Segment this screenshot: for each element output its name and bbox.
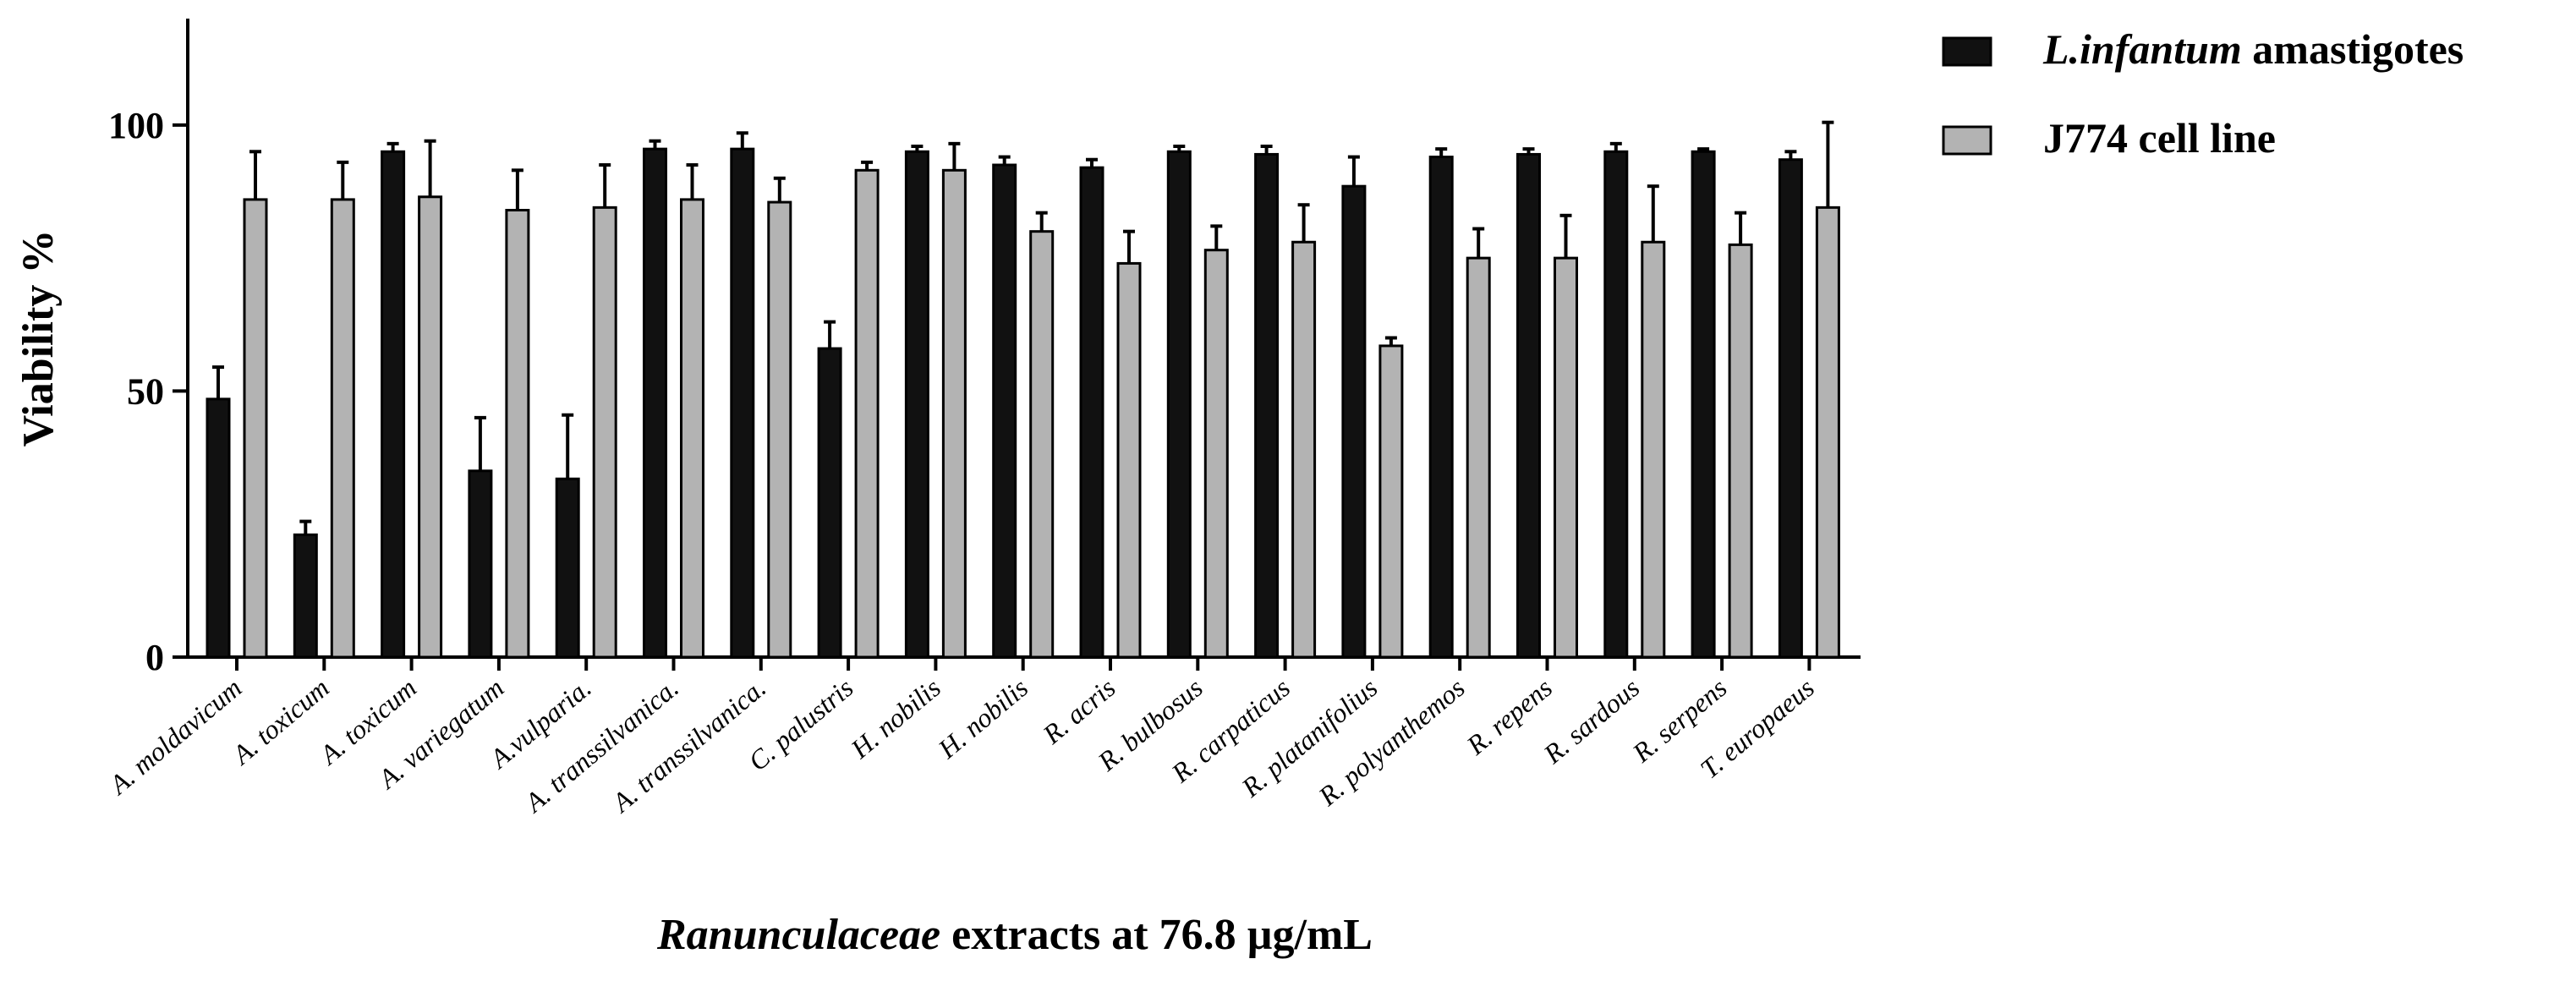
bar-amastigotes	[992, 163, 1017, 659]
bar-j774	[767, 200, 792, 659]
bar-j774	[1728, 243, 1753, 659]
bar-j774	[243, 198, 268, 659]
bar-amastigotes	[1428, 156, 1454, 659]
bar-amastigotes	[1603, 150, 1629, 659]
bar-amastigotes	[1254, 152, 1280, 659]
bar-amastigotes	[1691, 150, 1716, 659]
bar-amastigotes	[643, 147, 667, 659]
bar-amastigotes	[293, 533, 318, 659]
x-tick-label: R. polyanthemos	[1312, 672, 1470, 812]
legend-label-j774: J774 cell line	[2043, 114, 2276, 162]
x-tick-label: A. moldavicum	[102, 672, 248, 801]
bar-j774	[592, 206, 617, 659]
bar-j774	[1641, 240, 1666, 659]
bar-j774	[1378, 344, 1404, 659]
x-axis-label: Ranunculaceae extracts at 76.8 µg/mL	[656, 911, 1373, 959]
legend: L.infantum amastigotes J774 cell line	[1942, 25, 2464, 162]
y-tick-label: 0	[145, 637, 164, 678]
x-tick-label: H. nobilis	[844, 672, 946, 765]
bar-amastigotes	[381, 150, 406, 659]
x-tick-label: A. transsilvanica.	[605, 672, 771, 819]
bar-j774	[505, 209, 530, 659]
legend-swatch-j774	[1942, 125, 1992, 156]
bar-j774	[680, 198, 704, 659]
bar-amastigotes	[1166, 150, 1192, 659]
legend-swatch-amastigotes	[1942, 36, 1992, 67]
bar-j774	[1116, 261, 1142, 659]
bar-j774	[1554, 256, 1578, 659]
bar-j774	[1029, 230, 1055, 659]
bar-j774	[330, 198, 355, 659]
bar-amastigotes	[1079, 166, 1104, 659]
bar-j774	[854, 168, 880, 659]
y-tick-label: 50	[127, 370, 164, 412]
bar-amastigotes	[1516, 152, 1541, 659]
x-tick-label: A. transsilvanica.	[518, 672, 684, 819]
x-tick-label: A. toxicum	[225, 672, 335, 771]
bar-amastigotes	[468, 469, 493, 659]
bar-amastigotes	[904, 150, 929, 659]
bar-j774	[1466, 256, 1491, 659]
bar-amastigotes	[730, 147, 755, 659]
y-axis-label: Viability %	[14, 230, 63, 447]
legend-label-amastigotes: L.infantum amastigotes	[2042, 25, 2464, 73]
x-tick-label: R. sardous	[1537, 672, 1645, 770]
bar-j774	[1291, 240, 1317, 659]
bar-j774	[1815, 206, 1840, 659]
x-tick-label: R. acris	[1036, 672, 1121, 750]
y-tick-label: 100	[108, 105, 164, 146]
bar-amastigotes	[1778, 158, 1803, 659]
bar-amastigotes	[555, 477, 580, 659]
bar-j774	[418, 195, 443, 659]
bar-amastigotes	[817, 347, 842, 659]
x-tick-label: H. nobilis	[932, 672, 1034, 765]
bar-j774	[1203, 249, 1229, 659]
bar-j774	[941, 168, 967, 659]
bar-amastigotes	[1341, 184, 1367, 659]
bar-amastigotes	[206, 397, 231, 659]
